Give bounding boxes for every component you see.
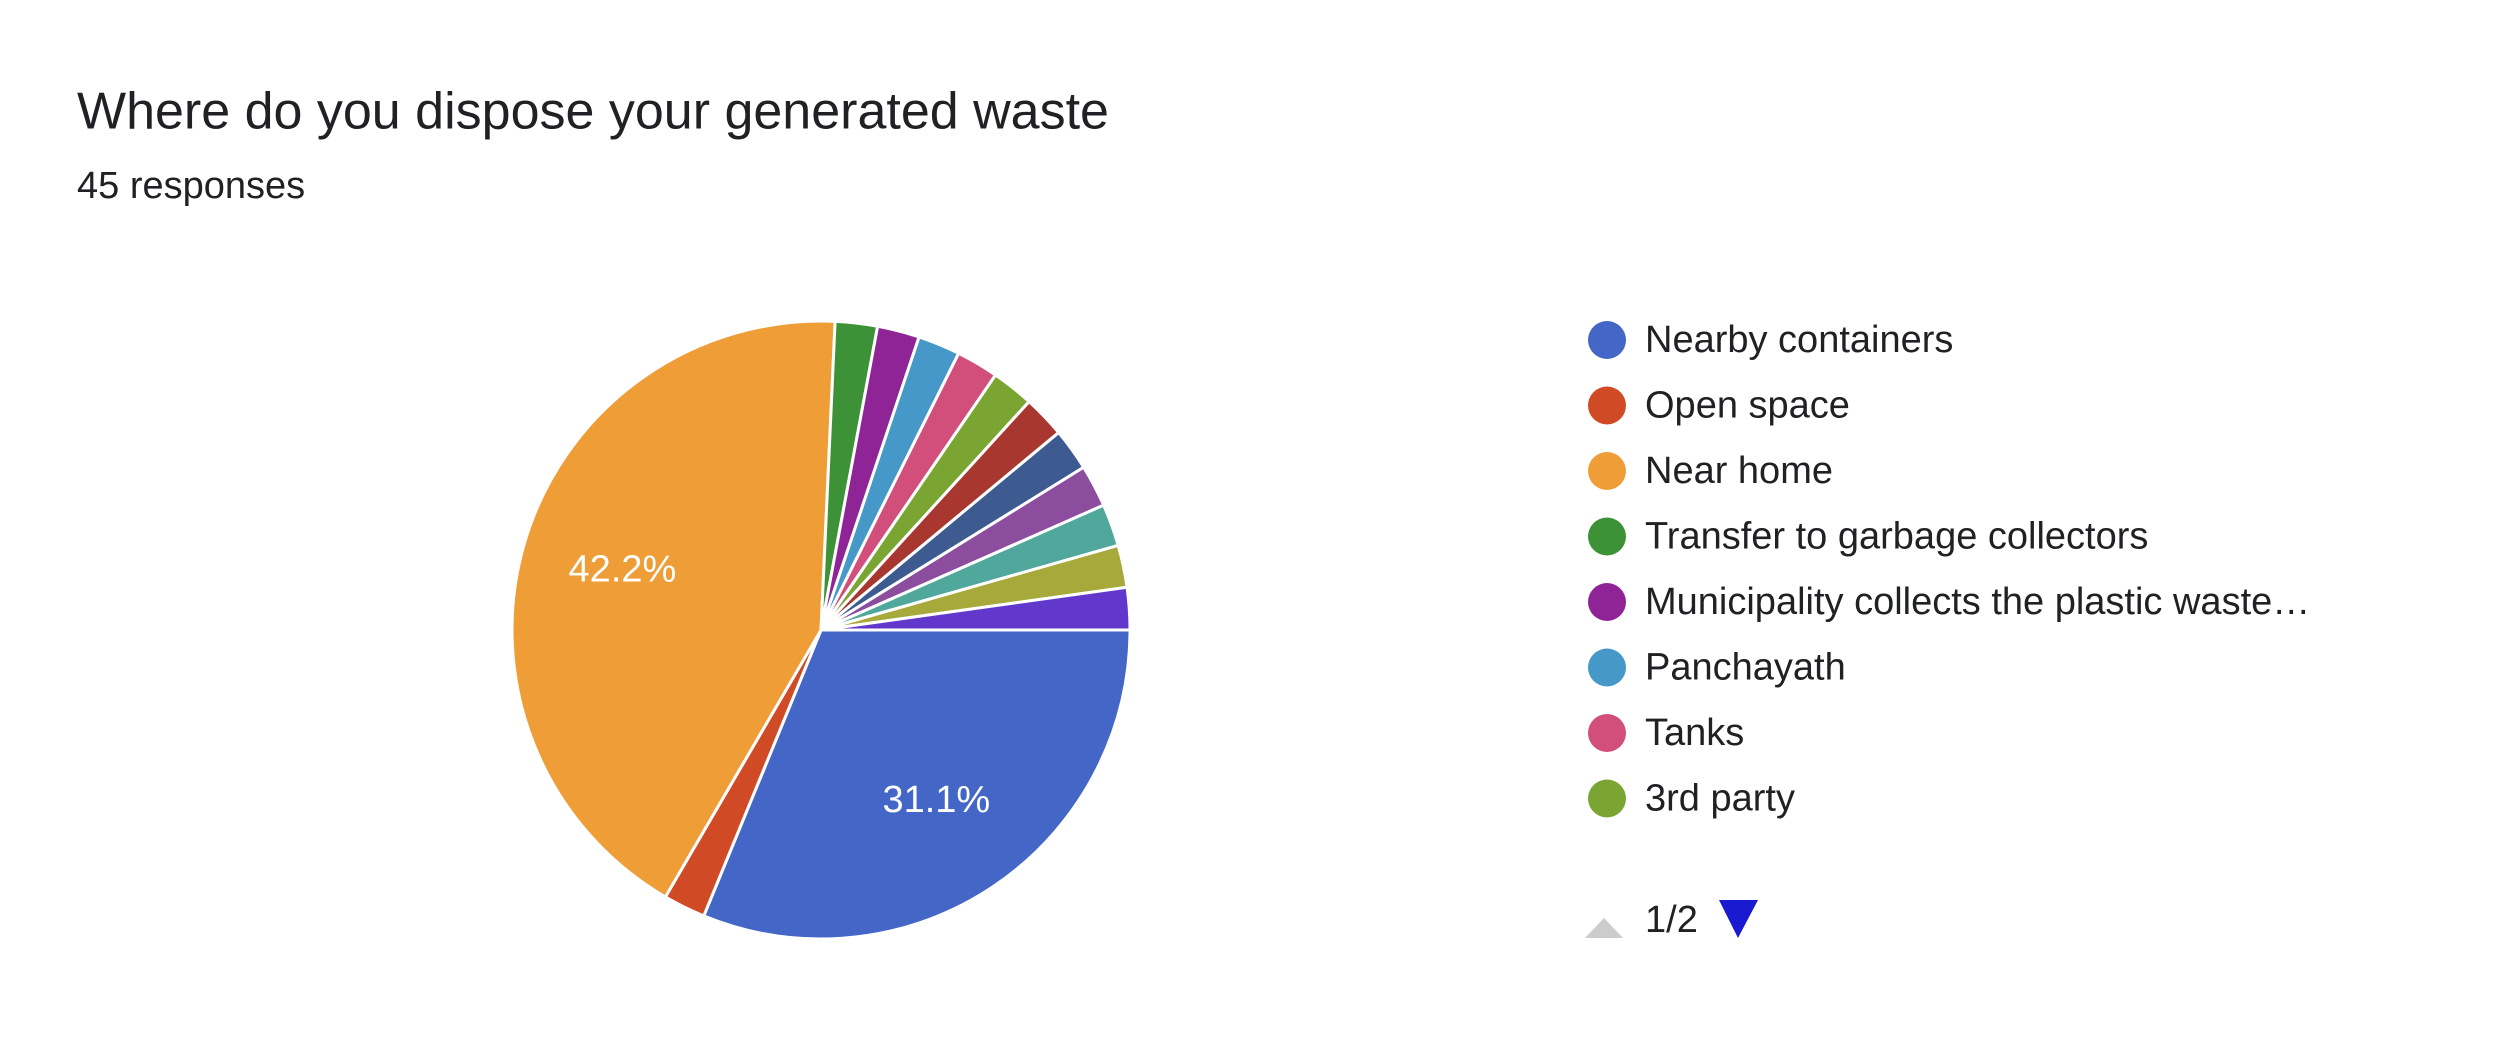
- legend-label: Panchayath: [1645, 647, 1846, 689]
- pager-prev: [1585, 918, 1623, 938]
- data-label: 42.2%: [569, 548, 677, 590]
- legend-swatch: [1588, 386, 1626, 425]
- legend-label: Municipality collects the plastic waste…: [1645, 581, 2310, 623]
- data-label: 31.1%: [882, 779, 990, 821]
- chart-subtitle: 45 responses: [77, 165, 305, 207]
- pie-slice: [820, 585, 1132, 632]
- legend-label: Near home: [1645, 450, 1833, 492]
- legend-swatch: [1588, 714, 1626, 752]
- pie-slice: [510, 319, 837, 900]
- legend-swatch: [1588, 648, 1626, 687]
- legend-swatch: [1588, 779, 1626, 818]
- legend-swatch: [1588, 321, 1626, 359]
- pie-slice: [701, 628, 1132, 941]
- legend-label: Open space: [1645, 385, 1850, 427]
- legend-label: Transfer to garbage collectors: [1645, 516, 2148, 558]
- legend-label: Tanks: [1645, 712, 1744, 754]
- legend-swatch: [1588, 452, 1626, 490]
- legend-label: 3rd party: [1645, 778, 1795, 820]
- chart-title: Where do you dispose your generated wast…: [77, 83, 1109, 141]
- legend-swatch: [1588, 583, 1626, 621]
- pager-label: 1/2: [1645, 899, 1698, 941]
- legend-label: Nearby containers: [1645, 319, 1953, 361]
- pager-next[interactable]: [1719, 900, 1758, 938]
- legend-swatch: [1588, 517, 1626, 556]
